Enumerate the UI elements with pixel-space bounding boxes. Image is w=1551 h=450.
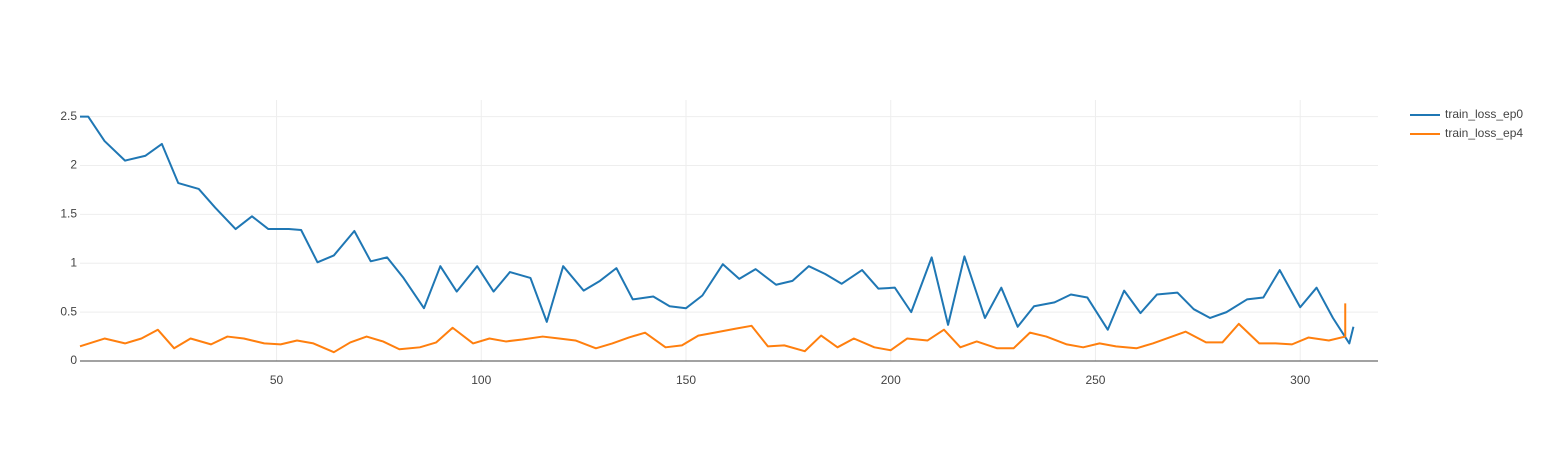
- legend-label: train_loss_ep4: [1445, 126, 1523, 140]
- line-series: [80, 115, 1355, 345]
- line-series: [79, 303, 1347, 354]
- x-tick-label: 200: [881, 373, 901, 387]
- y-tick-label: 1: [70, 255, 77, 269]
- y-tick-label: 1.5: [60, 207, 77, 221]
- y-tick-label: 2: [70, 158, 77, 172]
- x-tick-label: 150: [676, 373, 696, 387]
- x-tick-label: 250: [1085, 373, 1105, 387]
- x-tick-label: 100: [471, 373, 491, 387]
- legend-label: train_loss_ep0: [1445, 107, 1523, 121]
- y-tick-label: 0: [70, 353, 77, 367]
- y-tick-label: 2.5: [60, 109, 77, 123]
- x-tick-label: 50: [270, 373, 284, 387]
- y-tick-label: 0.5: [60, 304, 77, 318]
- x-tick-label: 300: [1290, 373, 1310, 387]
